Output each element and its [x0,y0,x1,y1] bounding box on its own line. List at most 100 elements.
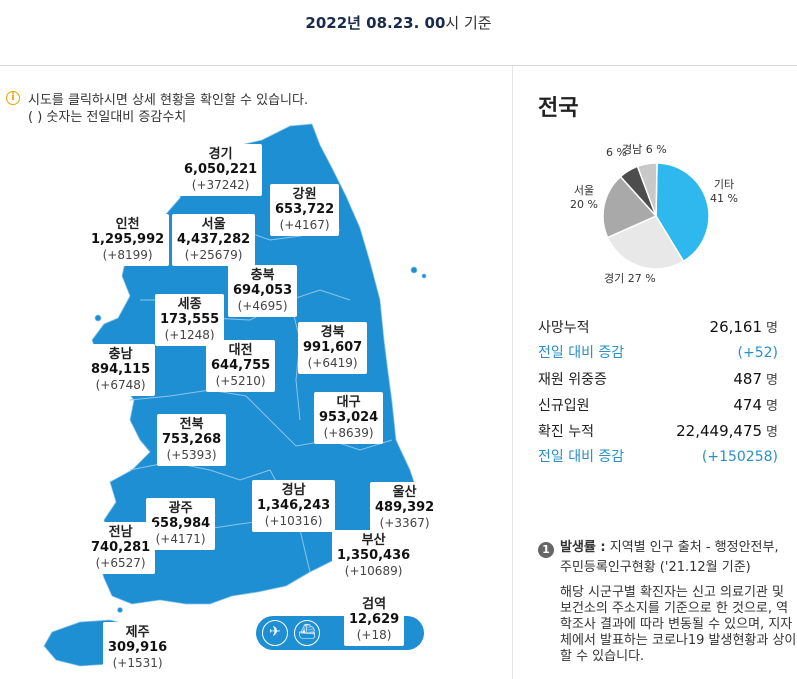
region-value: 1,295,992 [91,232,165,247]
region-value: 6,050,221 [184,162,258,177]
region-gyeongnam[interactable]: 경남 1,346,243 (+10316) [252,480,336,532]
footnote-source: 주민등록인구현황 ('21.12월 기준) [560,560,751,575]
footnote-note: 해당 시군구별 확진자는 신고 의료기관 및 보건소의 주소지를 기준으로 한 … [560,585,797,664]
region-diff: (+3367) [379,516,430,530]
region-name: 부산 [361,533,386,548]
pie-chart: 기타 41 % 경기 27 % 서울 20 % 6 % 경남 6 % [560,140,790,300]
region-diff: (+37242) [191,178,250,192]
region-value: 653,722 [275,202,335,217]
region-diff: (+4171) [155,532,206,546]
notice-line1: 시도를 클릭하시면 상세 현황을 확인할 수 있습니다. [28,92,309,108]
region-name: 대구 [336,395,361,410]
region-seoul[interactable]: 서울 4,437,282 (+25679) [172,214,256,266]
region-name: 제주 [125,625,150,640]
region-ulsan[interactable]: 울산 489,392 (+3367) [370,482,440,534]
date-header: 2022년 08.23. 00시 기준 [0,0,797,46]
region-diff: (+4167) [279,218,330,232]
region-value: 173,555 [160,312,220,327]
info-icon: i [6,91,20,105]
region-value: 753,268 [162,432,222,447]
pie-label-gyeongnam: 경남 6 % [622,143,667,156]
region-value: 953,024 [319,410,379,425]
region-diff: (+5393) [166,448,217,462]
stats-list: 사망누적 26,161 명 전일 대비 증감 (+52) 재원 위중증 487 명 … [538,314,778,470]
divider-vertical [512,66,513,679]
region-gangwon[interactable]: 강원 653,722 (+4167) [270,184,340,236]
region-name: 울산 [392,485,417,500]
stat-deaths-diff: 전일 대비 증감 (+52) [538,345,778,361]
footnote: 1 발생률 : 지역별 인구 출처 - 행정안전부, 주민등록인구현황 ('21.… [538,538,797,665]
region-name: 광주 [168,501,193,516]
footnote-number: 1 [538,542,554,558]
region-jeonbuk[interactable]: 전북 753,268 (+5393) [157,414,227,466]
region-diff: (+10689) [344,564,403,578]
region-name: 경북 [320,325,345,340]
region-diff: (+6419) [307,356,358,370]
region-incheon[interactable]: 인천 1,295,992 (+8199) [86,214,170,266]
region-value: 12,629 [349,612,400,627]
region-name: 대전 [228,343,253,358]
map-notice: i 시도를 클릭하시면 상세 현황을 확인할 수 있습니다. ( ) 숫자는 전… [6,88,308,128]
region-diff: (+5210) [215,374,266,388]
region-diff: (+1248) [164,328,215,342]
pie-label-gyeonggi: 경기 27 % [604,272,656,285]
region-name: 세종 [177,297,202,312]
region-name: 서울 [201,217,226,232]
stat-confirmed: 확진 누적 22,449,475 명 [538,422,778,440]
region-jeju[interactable]: 제주 309,916 (+1531) [103,622,173,674]
pie-label-other-small: 6 % [606,146,627,159]
summary-title: 전국 [538,96,579,121]
region-diff: (+8639) [323,426,374,440]
region-gyeonggi[interactable]: 경기 6,050,221 (+37242) [179,144,263,196]
region-daegu[interactable]: 대구 953,024 (+8639) [314,392,384,444]
region-value: 644,755 [211,358,271,373]
region-gwangju[interactable]: 광주 658,984 (+4171) [146,498,216,550]
pie-svg [602,162,710,270]
region-name: 인천 [115,217,140,232]
region-sejong[interactable]: 세종 173,555 (+1248) [155,294,225,346]
region-value: 658,984 [151,516,211,531]
region-name: 강원 [292,187,317,202]
region-value: 991,607 [303,340,363,355]
stat-deaths: 사망누적 26,161 명 [538,318,778,336]
region-value: 1,350,436 [337,548,411,563]
stat-critical: 재원 위중증 487 명 [538,370,778,388]
region-chungbuk[interactable]: 충북 694,053 (+4695) [228,265,298,317]
notice-line2: ( ) 숫자는 전일대비 증감수치 [28,110,187,125]
region-chungnam[interactable]: 충남 894,115 (+6748) [86,344,156,396]
region-busan[interactable]: 부산 1,350,436 (+10689) [332,530,416,582]
region-jeonnam[interactable]: 전남 740,281 (+6527) [86,522,156,574]
pie-slice-seoul [602,175,658,239]
region-value: 740,281 [91,540,151,555]
region-name: 충남 [108,347,133,362]
date-suffix: 시 기준 [445,14,492,32]
region-diff: (+10316) [264,514,323,528]
pie-label-seoul: 서울 20 % [570,184,598,211]
region-quarantine[interactable]: 검역 12,629 (+18) [344,594,405,646]
region-gyeongbuk[interactable]: 경북 991,607 (+6419) [298,322,368,374]
region-value: 4,437,282 [177,232,251,247]
stat-new-admission: 신규입원 474 명 [538,396,778,414]
region-name: 경기 [208,147,233,162]
date-value: 2022년 08.23. 00 [305,14,446,32]
airplane-icon: ✈ [262,620,288,646]
ship-icon: ⛴ [294,620,320,646]
pie-label-gita: 기타 41 % [710,178,738,205]
region-value: 489,392 [375,500,435,515]
region-name: 검역 [362,597,387,612]
region-diff: (+6748) [95,378,146,392]
region-diff: (+4695) [237,299,288,313]
region-value: 1,346,243 [257,498,331,513]
region-diff: (+1531) [112,656,163,670]
region-value: 894,115 [91,362,151,377]
divider [0,65,797,66]
region-diff: (+8199) [102,248,153,262]
pie-slice-gyeongnam [636,162,658,217]
stat-confirmed-diff: 전일 대비 증감 (+150258) [538,449,778,465]
region-diff: (+25679) [184,248,243,262]
region-name: 전남 [108,525,133,540]
region-daejeon[interactable]: 대전 644,755 (+5210) [206,340,276,392]
region-name: 충북 [250,268,275,283]
region-value: 694,053 [233,283,293,298]
region-name: 경남 [281,483,306,498]
